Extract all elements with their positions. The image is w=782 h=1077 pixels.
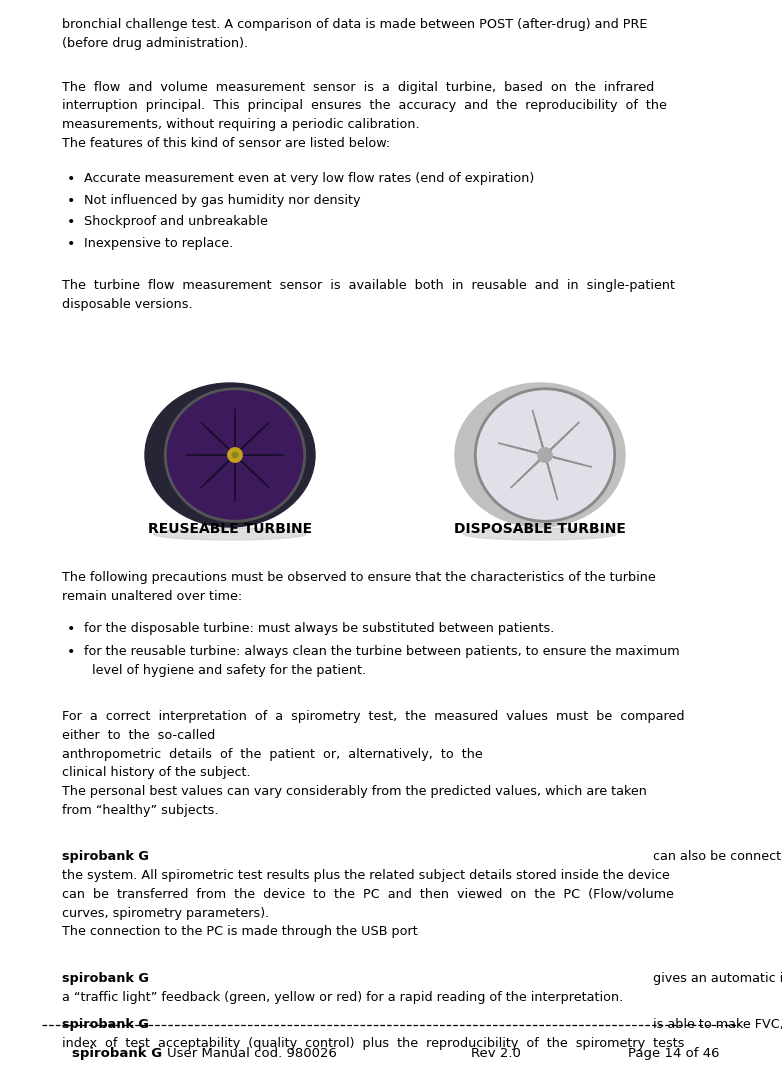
Circle shape [232, 452, 238, 458]
Ellipse shape [475, 389, 615, 521]
Text: can also be connected to a PC (or to another computerised system) to configure: can also be connected to a PC (or to ano… [649, 851, 782, 864]
Text: Not influenced by gas humidity nor density: Not influenced by gas humidity nor densi… [84, 194, 361, 207]
Circle shape [538, 448, 552, 462]
Text: •: • [67, 215, 75, 229]
Text: Rev 2.0: Rev 2.0 [471, 1047, 521, 1060]
Text: remain unaltered over time:: remain unaltered over time: [62, 590, 242, 603]
Text: •: • [67, 623, 75, 637]
Text: Inexpensive to replace.: Inexpensive to replace. [84, 237, 233, 250]
Ellipse shape [464, 528, 616, 540]
Text: anthropometric  details  of  the  patient  or,  alternatively,  to  the: anthropometric details of the patient or… [62, 747, 491, 760]
Text: either  to  the  so-called: either to the so-called [62, 729, 223, 742]
Text: spirobank G: spirobank G [72, 1047, 162, 1060]
Text: DISPOSABLE TURBINE: DISPOSABLE TURBINE [454, 522, 626, 536]
Ellipse shape [455, 383, 625, 527]
Text: •: • [67, 194, 75, 208]
Text: (before drug administration).: (before drug administration). [62, 37, 248, 50]
Text: clinical history of the subject.: clinical history of the subject. [62, 767, 250, 780]
Text: gives an automatic interpretation of each spirometry test carried out, and assig: gives an automatic interpretation of eac… [649, 971, 782, 985]
Text: •: • [67, 172, 75, 186]
Text: The features of this kind of sensor are listed below:: The features of this kind of sensor are … [62, 137, 390, 150]
Text: spirobank G: spirobank G [62, 971, 149, 985]
Text: can  be  transferred  from  the  device  to  the  PC  and  then  viewed  on  the: can be transferred from the device to th… [62, 887, 674, 900]
Text: from “healthy” subjects.: from “healthy” subjects. [62, 803, 218, 816]
Text: The  flow  and  volume  measurement  sensor  is  a  digital  turbine,  based  on: The flow and volume measurement sensor i… [62, 81, 655, 94]
Text: bronchial challenge test. A comparison of data is made between POST (after-drug): bronchial challenge test. A comparison o… [62, 18, 647, 31]
Text: curves, spirometry parameters).: curves, spirometry parameters). [62, 907, 269, 920]
Text: •: • [67, 237, 75, 251]
Text: the system. All spirometric test results plus the related subject details stored: the system. All spirometric test results… [62, 869, 669, 882]
Circle shape [228, 448, 242, 462]
Text: The following precautions must be observed to ensure that the characteristics of: The following precautions must be observ… [62, 571, 656, 584]
Text: interruption  principal.  This  principal  ensures  the  accuracy  and  the  rep: interruption principal. This principal e… [62, 99, 667, 112]
Text: The personal best values can vary considerably from the predicted values, which : The personal best values can vary consid… [62, 785, 647, 798]
Text: The  turbine  flow  measurement  sensor  is  available  both  in  reusable  and : The turbine flow measurement sensor is a… [62, 279, 675, 292]
Ellipse shape [153, 528, 307, 540]
Text: is able to make FVC, VC, MVV and breathing profile tests, and calculates an: is able to make FVC, VC, MVV and breathi… [649, 1019, 782, 1032]
Text: •: • [67, 645, 75, 659]
Text: a “traffic light” feedback (green, yellow or red) for a rapid reading of the int: a “traffic light” feedback (green, yello… [62, 991, 623, 1004]
Ellipse shape [165, 389, 305, 521]
Text: level of hygiene and safety for the patient.: level of hygiene and safety for the pati… [84, 663, 366, 676]
Text: disposable versions.: disposable versions. [62, 298, 192, 311]
Text: spirobank G: spirobank G [62, 851, 149, 864]
Text: for the disposable turbine: must always be substituted between patients.: for the disposable turbine: must always … [84, 623, 554, 635]
Text: For  a  correct  interpretation  of  a  spirometry  test,  the  measured  values: For a correct interpretation of a spirom… [62, 710, 684, 723]
Text: measurements, without requiring a periodic calibration.: measurements, without requiring a period… [62, 118, 420, 131]
Text: User Manual cod. 980026: User Manual cod. 980026 [167, 1047, 337, 1060]
Text: spirobank G: spirobank G [62, 1019, 149, 1032]
Text: for the reusable turbine: always clean the turbine between patients, to ensure t: for the reusable turbine: always clean t… [84, 645, 680, 658]
Text: Accurate measurement even at very low flow rates (end of expiration): Accurate measurement even at very low fl… [84, 172, 534, 185]
Text: index  of  test  acceptability  (quality  control)  plus  the  reproducibility  : index of test acceptability (quality con… [62, 1037, 684, 1050]
Text: Shockproof and unbreakable: Shockproof and unbreakable [84, 215, 268, 228]
Ellipse shape [145, 383, 315, 527]
Text: The connection to the PC is made through the USB port: The connection to the PC is made through… [62, 925, 421, 938]
Text: REUSEABLE TURBINE: REUSEABLE TURBINE [148, 522, 312, 536]
Text: Page 14 of 46: Page 14 of 46 [629, 1047, 720, 1060]
